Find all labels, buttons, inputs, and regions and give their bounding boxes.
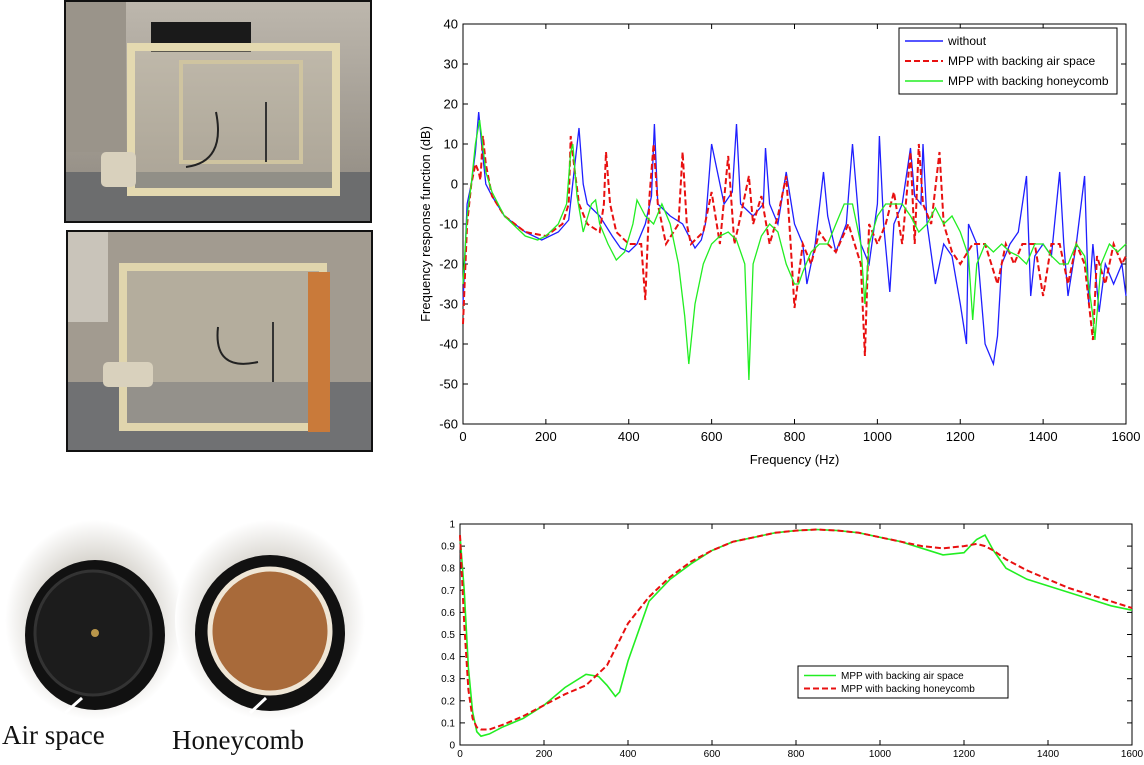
- caption-air-space: Air space: [2, 720, 105, 750]
- y-tick-label: 0.3: [441, 674, 455, 685]
- x-tick-label: 1000: [863, 429, 892, 444]
- y-tick-label: 0.9: [441, 542, 455, 553]
- x-axis-label: Frequency (Hz): [750, 452, 840, 467]
- y-tick-label: 30: [444, 57, 458, 72]
- y-tick-label: 0.6: [441, 608, 455, 619]
- x-tick-label: 0: [457, 749, 463, 760]
- x-tick-label: 800: [784, 429, 806, 444]
- experimental-setup-photo-top: [64, 0, 372, 223]
- x-tick-label: 600: [701, 429, 723, 444]
- frf-chart: 0 200 400 600 800 1000 1200 1400 1600-60-50-40-3…: [418, 17, 1141, 467]
- legend: [797, 665, 1009, 699]
- y-tick-label: 0.2: [441, 696, 455, 707]
- air-space-arrow: [64, 696, 83, 715]
- y-tick-label: 0.8: [441, 564, 455, 575]
- absorption-chart: 0 200 400 600 800 1000 1200 1400 1600 0 0.1 0.2 0.3 0…: [441, 520, 1144, 761]
- y-tick-label: 1: [449, 520, 455, 531]
- tube-photos: [5, 520, 365, 720]
- x-tick-label: 1600: [1121, 749, 1144, 760]
- series-line-1: [462, 111, 1127, 367]
- plot-area: [459, 523, 1133, 746]
- y-tick-label: 0.1: [441, 718, 455, 729]
- y-tick-label: 0.5: [441, 630, 455, 641]
- x-tick-label: 1200: [946, 429, 975, 444]
- experimental-setup-photo-bottom: [66, 230, 373, 452]
- y-tick-label: 40: [444, 17, 458, 32]
- x-tick-label: 200: [536, 749, 553, 760]
- honeycomb-arrow: [248, 696, 268, 715]
- y-tick-label: -60: [439, 417, 458, 432]
- x-tick-label: 400: [620, 749, 637, 760]
- y-tick-label: -30: [439, 297, 458, 312]
- caption-honeycomb: Honeycomb: [172, 725, 304, 755]
- x-tick-label: 200: [535, 429, 557, 444]
- x-tick-label: 400: [618, 429, 640, 444]
- y-tick-label: -10: [439, 217, 458, 232]
- x-tick-label: 600: [704, 749, 721, 760]
- x-tick-label: 1600: [1112, 429, 1141, 444]
- x-tick-label: 1000: [869, 749, 892, 760]
- y-tick-label: 0: [451, 177, 458, 192]
- x-tick-label: 1200: [953, 749, 976, 760]
- y-tick-label: -40: [439, 337, 458, 352]
- x-tick-label: 800: [788, 749, 805, 760]
- y-tick-label: -20: [439, 257, 458, 272]
- series-line-2: [459, 528, 1133, 731]
- y-tick-label: 0.4: [441, 652, 455, 663]
- y-tick-label: 0: [449, 741, 455, 752]
- legend-label: MPP with backing air space: [841, 671, 964, 682]
- y-tick-label: 20: [444, 97, 458, 112]
- x-tick-label: 1400: [1029, 429, 1058, 444]
- y-tick-label: 0.7: [441, 586, 455, 597]
- series-line-3: [462, 119, 1127, 381]
- y-tick-label: 10: [444, 137, 458, 152]
- y-tick-label: -50: [439, 377, 458, 392]
- y-axis-label: Frequency response function (dB): [418, 126, 433, 322]
- legend-label: MPP with backing air space: [948, 54, 1096, 68]
- legend-label: MPP with backing honeycomb: [948, 74, 1109, 88]
- legend-label: without: [947, 34, 987, 48]
- x-tick-label: 1400: [1037, 749, 1060, 760]
- x-tick-label: 0: [459, 429, 466, 444]
- legend-label: MPP with backing honeycomb: [841, 684, 975, 695]
